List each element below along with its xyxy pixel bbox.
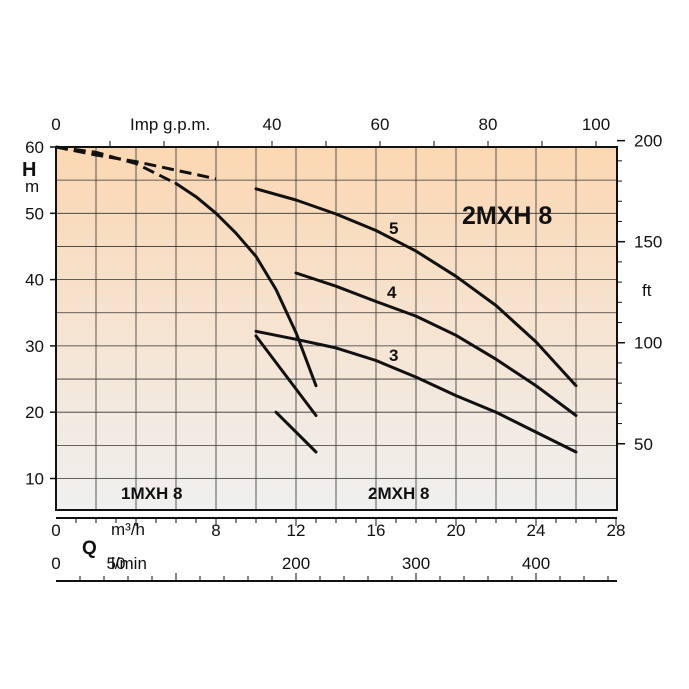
right-tick-label: 150 [634, 233, 662, 252]
series-line-unnamed-3 [174, 182, 318, 388]
right-tick-label: 100 [634, 334, 662, 353]
chart-title: 2MXH 8 [462, 202, 552, 230]
top-tick-label: 80 [479, 115, 498, 134]
region-label-1mxh: 1MXH 8 [121, 484, 182, 503]
series-line-5 [254, 187, 578, 388]
right-tick-label: 200 [634, 132, 662, 151]
left-tick-label: 20 [25, 403, 44, 422]
m3h-tick-label: 16 [367, 521, 386, 540]
m3h-tick-label: 0 [51, 521, 60, 540]
bottom-axis-label-lmin: l/min [111, 554, 147, 573]
m3h-tick-label: 24 [527, 521, 546, 540]
series-line-unnamed-4 [254, 334, 318, 417]
bottom-axis-label-m3h: m³/h [111, 520, 145, 539]
series-line-unnamed-5 [274, 410, 318, 454]
top-tick-label: 40 [263, 115, 282, 134]
region-label-2mxh: 2MXH 8 [368, 484, 429, 503]
curves [55, 145, 578, 454]
series-line-5-dashed [55, 145, 217, 181]
lmin-tick-label: 300 [402, 554, 430, 573]
lmin-tick-label: 400 [522, 554, 550, 573]
series-line-4 [294, 271, 578, 417]
right-tick-label: 50 [634, 435, 653, 454]
left-tick-label: 60 [25, 138, 44, 157]
left-axis-label-H: H [22, 159, 36, 181]
series-label-5: 5 [389, 219, 398, 238]
right-axis-label: ft [642, 281, 652, 300]
m3h-tick-label: 12 [287, 521, 306, 540]
left-axis-label-m: m [25, 177, 39, 196]
left-tick-label: 10 [25, 470, 44, 489]
lmin-tick-label: 200 [282, 554, 310, 573]
top-tick-label: 60 [371, 115, 390, 134]
lmin-tick-label: 0 [51, 554, 60, 573]
q-label: Q [82, 538, 97, 559]
top-tick-label: 100 [582, 115, 610, 134]
top-tick-label: 0 [51, 115, 60, 134]
plot-frame [55, 146, 618, 511]
series-line-3 [254, 329, 578, 454]
top-axis-label: Imp g.p.m. [130, 115, 210, 134]
left-tick-label: 50 [25, 204, 44, 223]
left-tick-label: 40 [25, 271, 44, 290]
m3h-tick-label: 28 [607, 521, 626, 540]
m3h-tick-label: 20 [447, 521, 466, 540]
m3h-tick-label: 8 [211, 521, 220, 540]
lmin-tick-label: 50 [107, 554, 126, 573]
series-label-3: 3 [389, 346, 398, 365]
series-line-unnamed-3-dashed [55, 145, 177, 185]
left-tick-label: 30 [25, 337, 44, 356]
series-label-4: 4 [387, 283, 397, 302]
